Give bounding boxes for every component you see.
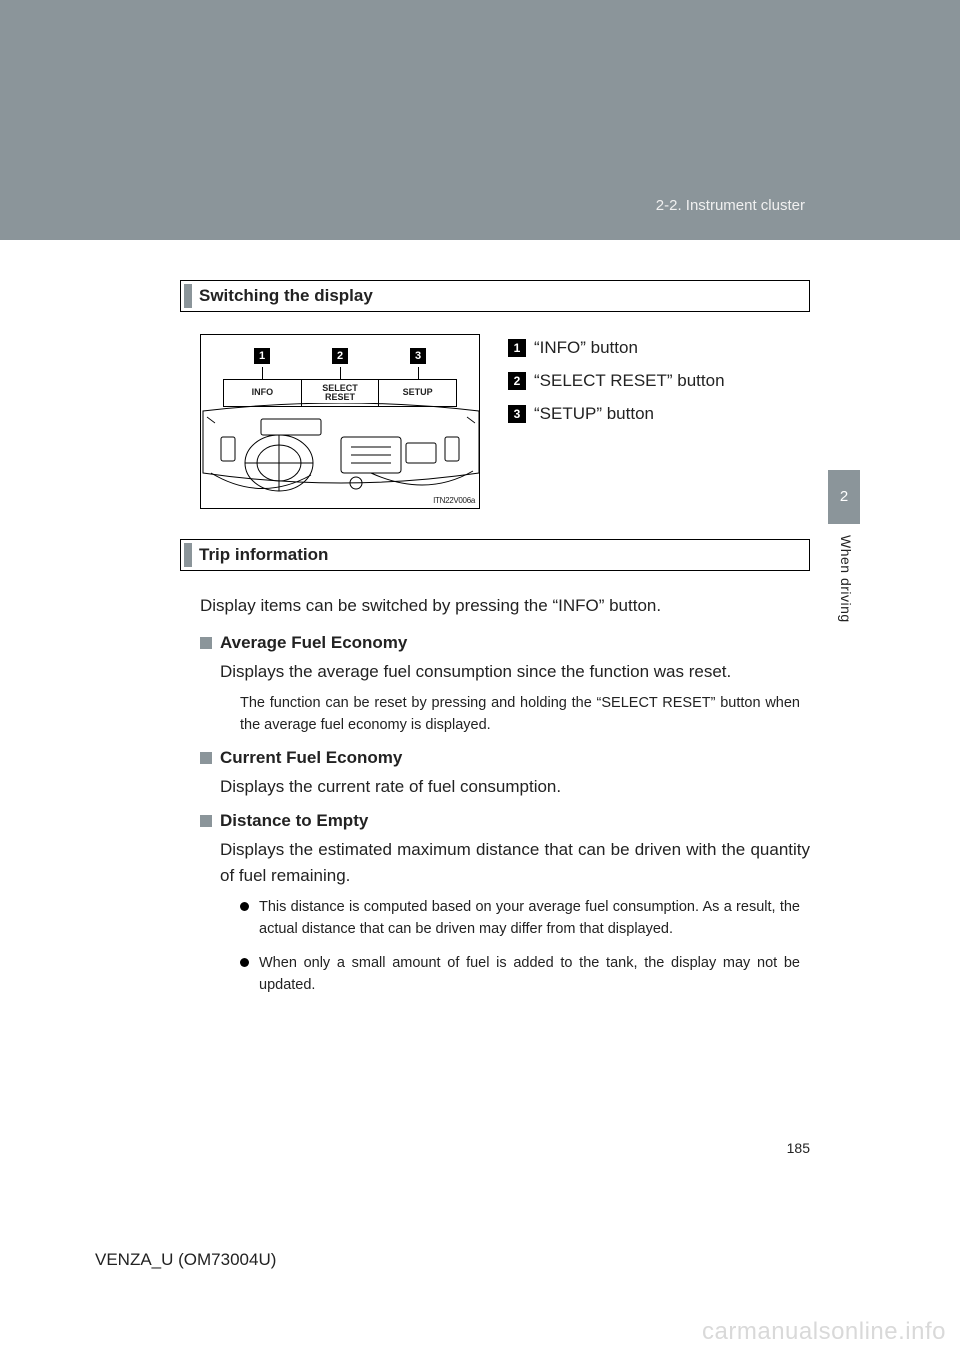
legend-text-1: “INFO” button <box>534 334 638 361</box>
legend-row: 2 “SELECT RESET” button <box>508 367 725 394</box>
page-content: Switching the display 1 2 3 INFO SELECT … <box>180 280 810 1008</box>
watermark: carmanualsonline.info <box>702 1318 946 1346</box>
bullet-text: When only a small amount of fuel is adde… <box>259 953 800 997</box>
chapter-tab: 2 <box>828 470 860 524</box>
legend-badge-2: 2 <box>508 372 526 390</box>
trip-item-distance-empty: Distance to Empty Displays the estimated… <box>200 811 810 997</box>
trip-item-note: The function can be reset by pressing an… <box>240 693 800 737</box>
page-number: 185 <box>787 1140 810 1156</box>
legend-text-2: “SELECT RESET” button <box>534 367 725 394</box>
dashboard-illustration <box>201 403 481 508</box>
square-marker-icon <box>200 637 212 649</box>
trip-item-title: Current Fuel Economy <box>220 748 402 768</box>
legend-row: 3 “SETUP” button <box>508 400 725 427</box>
trip-item-title: Average Fuel Economy <box>220 633 407 653</box>
header-band <box>0 0 960 240</box>
bullet-item: This distance is computed based on your … <box>240 897 800 941</box>
figure-id: ITN22V006a <box>433 496 475 505</box>
section-heading-trip: Trip information <box>180 539 810 571</box>
bullet-disc-icon <box>240 902 249 911</box>
callout-badge-1: 1 <box>254 348 270 364</box>
trip-item-body: Displays the estimated maximum distance … <box>220 837 810 890</box>
chapter-side-label: When driving <box>838 535 854 623</box>
legend-badge-1: 1 <box>508 339 526 357</box>
trip-item-bullets: This distance is computed based on your … <box>240 897 800 996</box>
legend-row: 1 “INFO” button <box>508 334 725 361</box>
switching-row: 1 2 3 INFO SELECT RESET SETUP <box>200 334 810 509</box>
legend-badge-3: 3 <box>508 405 526 423</box>
section-heading-switching: Switching the display <box>180 280 810 312</box>
trip-item-body: Displays the average fuel consumption si… <box>220 659 810 685</box>
trip-item-avg-fuel: Average Fuel Economy Displays the averag… <box>200 633 810 737</box>
bullet-disc-icon <box>240 958 249 967</box>
square-marker-icon <box>200 752 212 764</box>
bullet-text: This distance is computed based on your … <box>259 897 800 941</box>
breadcrumb: 2-2. Instrument cluster <box>656 197 805 214</box>
bullet-item: When only a small amount of fuel is adde… <box>240 953 800 997</box>
trip-item-title: Distance to Empty <box>220 811 368 831</box>
trip-item-current-fuel: Current Fuel Economy Displays the curren… <box>200 748 810 800</box>
dashboard-figure: 1 2 3 INFO SELECT RESET SETUP <box>200 334 480 509</box>
trip-intro: Display items can be switched by pressin… <box>200 593 810 619</box>
legend-text-3: “SETUP” button <box>534 400 654 427</box>
callout-badge-3: 3 <box>410 348 426 364</box>
figure-legend: 1 “INFO” button 2 “SELECT RESET” button … <box>508 334 725 434</box>
trip-item-body: Displays the current rate of fuel consum… <box>220 774 810 800</box>
document-id: VENZA_U (OM73004U) <box>95 1250 276 1270</box>
callout-badge-2: 2 <box>332 348 348 364</box>
square-marker-icon <box>200 815 212 827</box>
